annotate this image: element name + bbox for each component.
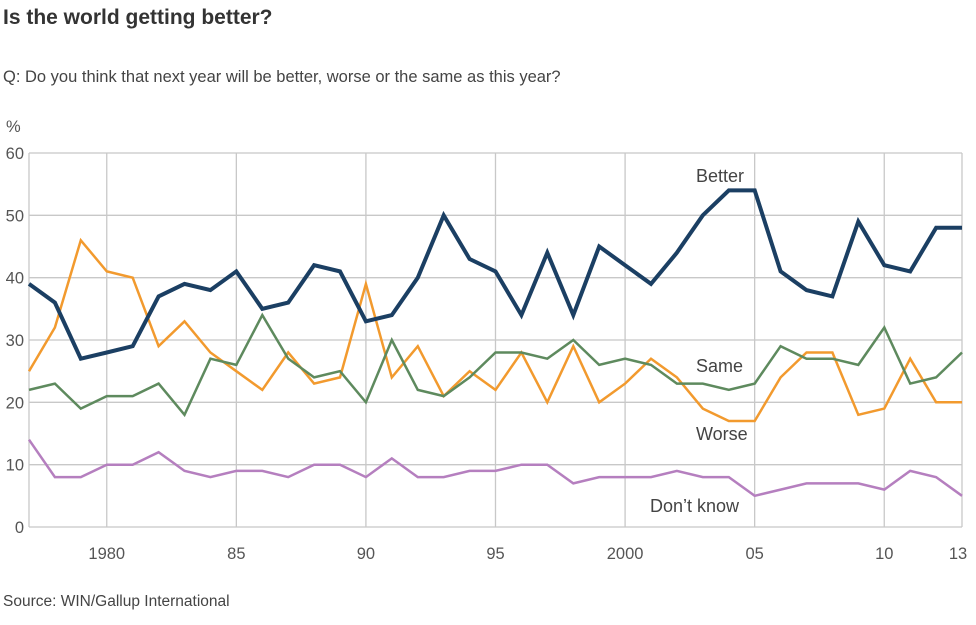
- x-tick-label: 05: [745, 545, 763, 563]
- series-label: Don’t know: [650, 496, 740, 516]
- y-tick-label: 60: [6, 145, 24, 163]
- y-axis-label: %: [6, 118, 21, 136]
- x-tick-label: 1980: [88, 545, 125, 563]
- series-label: Same: [696, 356, 743, 376]
- y-tick-label: 40: [6, 270, 24, 288]
- series-line-don-t-know: [27, 438, 963, 498]
- series-line-same: [28, 312, 963, 418]
- x-tick-label: 2000: [607, 545, 644, 563]
- chart-title: Is the world getting better?: [3, 6, 273, 29]
- y-tick-label: 10: [6, 457, 24, 475]
- chart-subtitle: Q: Do you think that next year will be b…: [3, 68, 561, 86]
- series-label: Worse: [696, 424, 748, 444]
- x-tick-label: 90: [357, 545, 375, 563]
- series-label: Better: [696, 166, 744, 186]
- y-tick-label: 0: [15, 519, 24, 537]
- x-tick-label: 85: [227, 545, 245, 563]
- series-line-better: [27, 188, 962, 362]
- x-tick-label: 95: [486, 545, 504, 563]
- y-tick-label: 50: [6, 207, 24, 225]
- x-tick-label: 13: [949, 545, 967, 563]
- x-tick-label: 10: [875, 545, 893, 563]
- series-line-worse: [27, 237, 962, 423]
- source-note: Source: WIN/Gallup International: [3, 593, 230, 610]
- y-tick-label: 20: [6, 394, 24, 412]
- y-tick-label: 30: [6, 332, 24, 350]
